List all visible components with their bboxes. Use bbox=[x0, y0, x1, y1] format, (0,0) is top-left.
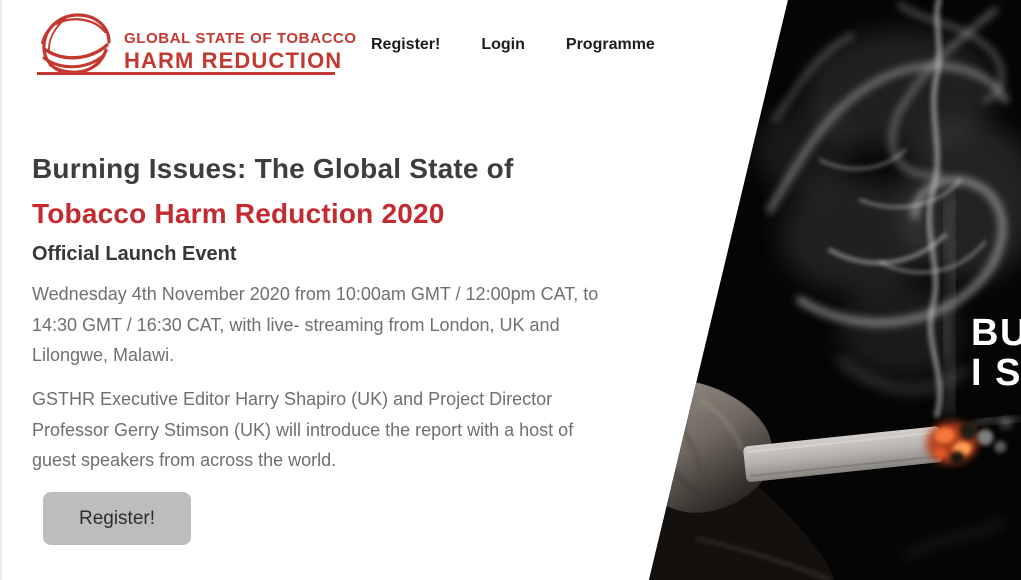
smoke-column bbox=[926, 0, 959, 418]
page-title: Burning Issues: The Global State of Toba… bbox=[32, 146, 514, 236]
hero-overlay-line2: I S bbox=[971, 352, 1021, 394]
subtitle: Official Launch Event bbox=[32, 243, 237, 265]
hero-overlay-text: BU I S bbox=[971, 313, 1021, 393]
paragraph-line: 14:30 GMT / 16:30 CAT, with live- stream… bbox=[32, 314, 560, 335]
page-title-line2: Tobacco Harm Reduction 2020 bbox=[32, 198, 445, 229]
nav-programme[interactable]: Programme bbox=[565, 36, 655, 53]
logo-line1: GLOBAL STATE OF TOBACCO bbox=[124, 30, 357, 47]
window-left-edge bbox=[0, 0, 2, 580]
logo-line2: HARM REDUCTION bbox=[124, 48, 343, 73]
globe-icon bbox=[41, 13, 111, 75]
paragraph-line: Lilongwe, Malawi. bbox=[32, 345, 175, 365]
paragraph-line: Wednesday 4th November 2020 from 10:00am… bbox=[32, 284, 599, 304]
paragraph-line: Professor Gerry Stimson (UK) will introd… bbox=[32, 419, 574, 440]
logo-text: GLOBAL STATE OF TOBACCO HARM REDUCTION bbox=[124, 30, 357, 74]
event-speakers-paragraph: GSTHR Executive Editor Harry Shapiro (UK… bbox=[32, 384, 573, 476]
event-datetime-paragraph: Wednesday 4th November 2020 from 10:00am… bbox=[32, 279, 598, 371]
nav-register[interactable]: Register! bbox=[371, 36, 441, 53]
nav-login[interactable]: Login bbox=[481, 36, 525, 53]
cigarette bbox=[743, 416, 1021, 482]
register-button[interactable]: Register! bbox=[43, 492, 191, 545]
main-nav: Register! Login Programme bbox=[371, 36, 655, 54]
page-title-line1: Burning Issues: The Global State of bbox=[32, 153, 514, 184]
hero-overlay-line1: BU bbox=[971, 312, 1021, 354]
paragraph-line: guest speakers from across the world. bbox=[32, 450, 337, 470]
logo-underline bbox=[37, 72, 335, 75]
logo[interactable]: GLOBAL STATE OF TOBACCO HARM REDUCTION bbox=[36, 10, 356, 76]
paragraph-line: GSTHR Executive Editor Harry Shapiro (UK… bbox=[32, 389, 553, 409]
